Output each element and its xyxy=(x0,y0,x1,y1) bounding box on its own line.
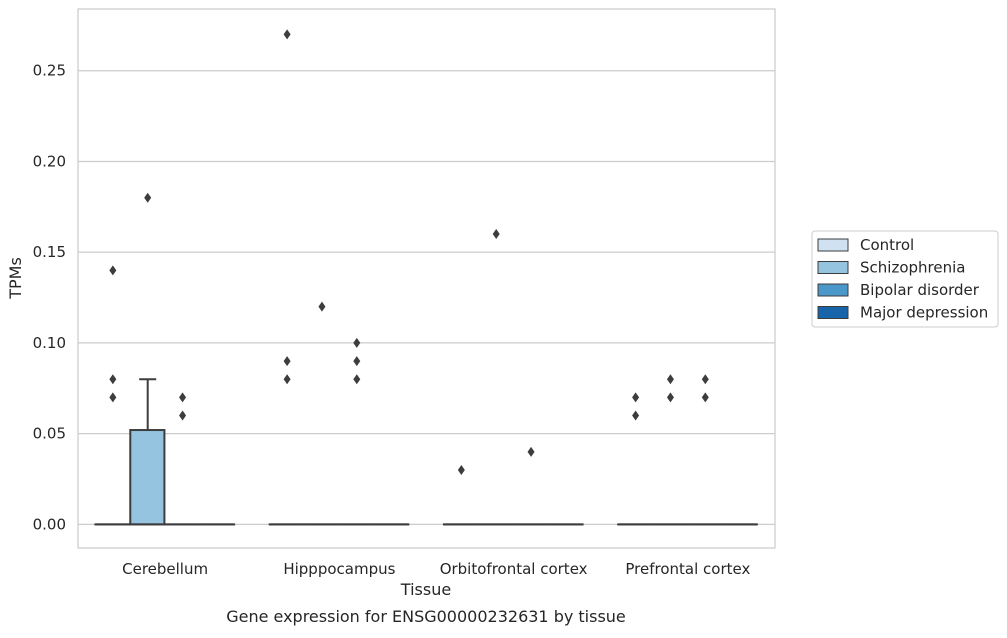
legend-swatch xyxy=(818,284,848,296)
y-tick-label: 0.20 xyxy=(33,152,66,170)
legend-label: Schizophrenia xyxy=(860,259,965,277)
plot-area xyxy=(78,9,775,548)
chart-caption: Gene expression for ENSG00000232631 by t… xyxy=(226,607,626,626)
x-tick-label: Hipppocampus xyxy=(283,560,395,578)
legend-label: Major depression xyxy=(860,304,988,322)
y-tick-label: 0.25 xyxy=(33,62,66,80)
legend: Control Schizophrenia Bipolar disorder Majo… xyxy=(812,231,998,327)
x-tick-labels: Cerebellum Hipppocampus Orbitofrontal cort… xyxy=(122,560,750,578)
y-tick-label: 0.10 xyxy=(33,334,66,352)
y-tick-label: 0.00 xyxy=(33,515,66,533)
y-tick-label: 0.15 xyxy=(33,243,66,261)
legend-swatch xyxy=(818,262,848,274)
y-axis-label: TPMs xyxy=(6,257,25,300)
x-axis-label: Tissue xyxy=(400,580,451,599)
x-tick-label: Cerebellum xyxy=(122,560,208,578)
box xyxy=(130,430,164,524)
y-tick-label: 0.05 xyxy=(33,425,66,443)
x-tick-label: Orbitofrontal cortex xyxy=(440,560,588,578)
x-tick-label: Prefrontal cortex xyxy=(625,560,750,578)
legend-swatch xyxy=(818,307,848,319)
legend-label: Control xyxy=(860,236,914,254)
legend-swatch xyxy=(818,239,848,251)
y-tick-labels: 0.00 0.05 0.10 0.15 0.20 0.25 xyxy=(33,62,66,534)
legend-label: Bipolar disorder xyxy=(860,281,980,299)
